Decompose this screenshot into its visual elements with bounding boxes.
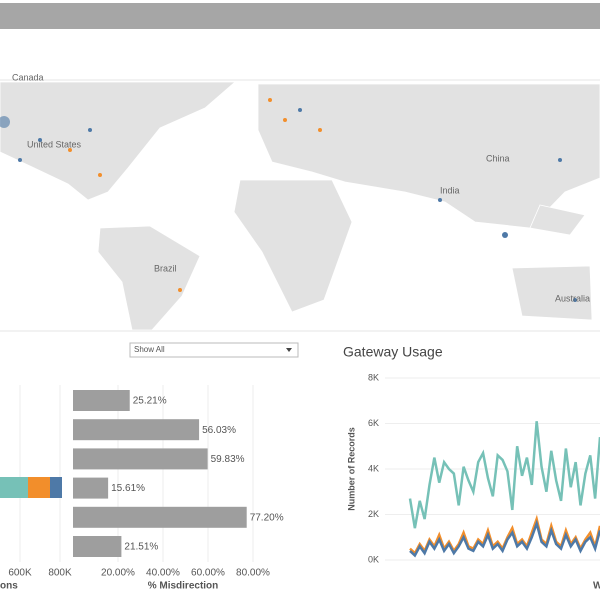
bar [73, 419, 200, 441]
y-tick-label: 8K [368, 372, 379, 382]
header-bar [0, 3, 600, 29]
x-tick-label: 80.00% [236, 568, 270, 579]
bar-segment [28, 477, 50, 498]
data-label: 21.51% [124, 542, 158, 553]
map-label: India [440, 185, 460, 195]
bar [73, 506, 247, 528]
dropdown-arrow[interactable] [286, 348, 292, 352]
y-tick-label: 0K [368, 554, 379, 564]
x-tick-label: 600K [8, 568, 32, 579]
bar-segment [0, 477, 28, 498]
data-label: 59.83% [211, 454, 245, 465]
x-axis-title: % Misdirection [148, 581, 219, 592]
x-axis-title: W [593, 581, 600, 592]
map-label: Australia [555, 293, 590, 303]
chart-title: Gateway Usage [343, 344, 443, 360]
y-tick-label: 2K [368, 509, 379, 519]
map-label: China [486, 153, 510, 163]
data-label: 56.03% [202, 425, 236, 436]
y-tick-label: 4K [368, 463, 379, 473]
land [0, 81, 600, 331]
map-label: United States [27, 139, 82, 149]
bar [73, 477, 109, 499]
x-tick-label: 20.00% [101, 568, 135, 579]
map-label: Brazil [154, 263, 177, 273]
line [409, 519, 600, 558]
bar [73, 536, 122, 557]
x-tick-label: 800K [48, 568, 72, 579]
map: Canada United States China India Brazil … [0, 72, 600, 332]
dropdown-text[interactable]: Show All [134, 345, 165, 354]
data-label: 15.61% [111, 483, 145, 494]
bar [73, 390, 130, 411]
x-axis-title: ons [0, 581, 18, 592]
data-label: 77.20% [250, 512, 284, 523]
x-tick-label: 40.00% [146, 568, 180, 579]
y-tick-label: 6K [368, 418, 379, 428]
filter-dropdown[interactable]: Show All [129, 342, 299, 358]
y-axis-title: Number of Records [346, 427, 356, 511]
map-label: Canada [12, 72, 44, 82]
data-label: 25.21% [133, 396, 167, 407]
bar-segment [50, 477, 62, 498]
map-dots [0, 98, 577, 302]
x-tick-label: 60.00% [191, 568, 225, 579]
dropdown-box[interactable] [129, 342, 299, 358]
line [408, 421, 600, 529]
bar [73, 448, 208, 470]
